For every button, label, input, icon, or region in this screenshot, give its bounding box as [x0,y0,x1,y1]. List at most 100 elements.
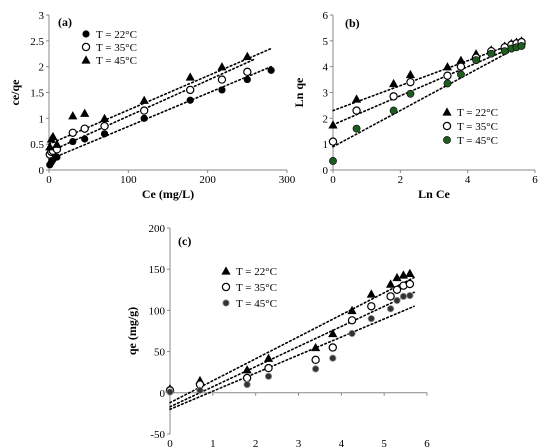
data-point [352,106,361,115]
legend-label: T = 45°C [236,298,277,310]
legend-label: T = 22°C [236,266,277,278]
data-point [457,70,465,79]
y-tick-label: 1 [323,139,329,151]
data-point [352,124,361,133]
y-axis-title: qe (mg/g) [125,307,139,355]
x-tick-label: 200 [199,174,216,186]
data-point [456,62,466,71]
y-tick-label: 50 [154,347,166,359]
y-tick-label: 1 [39,113,45,125]
data-point [386,292,395,301]
y-tick-label: 150 [149,264,166,276]
y-tick-label: 200 [149,223,166,235]
y-tick-label: 3 [39,10,45,22]
data-point [367,302,376,311]
panel-a: 0 100 200 300 0 0.5 1 1.5 2 2.5 3 Ce (mg/L) ce/qe (a)… [8,10,296,201]
data-point [264,363,273,373]
data-point [68,128,78,137]
data-point [472,56,480,65]
data-point [242,51,252,61]
data-point [81,135,89,143]
legend-label: T = 45°C [457,135,498,147]
data-point [100,121,109,131]
data-point [406,89,415,98]
x-tick-label: 0 [167,438,173,447]
trend-line [48,47,272,145]
legend-marker [221,282,231,292]
data-point [328,120,338,129]
y-tick-label: 0.5 [30,139,44,151]
y-tick-label: 2.5 [30,36,44,48]
data-point [312,365,320,373]
data-point [366,289,376,298]
data-point [389,92,398,101]
legend-label: T = 35°C [236,282,277,294]
data-point [100,130,109,138]
data-point [196,386,204,394]
data-point [68,111,78,120]
data-point [406,291,414,300]
x-tick-label: 100 [120,174,137,186]
x-tick-label: 6 [532,174,538,186]
data-point [367,315,375,323]
legend-marker [222,299,230,307]
data-point [311,355,320,365]
y-tick-label: 0 [39,165,45,177]
data-point [263,353,274,362]
x-tick-label: 4 [339,438,345,447]
data-point [328,328,338,338]
y-tick-label: 5 [323,36,329,48]
data-point [500,47,509,56]
x-tick-label: 3 [296,438,302,447]
x-tick-label: 5 [381,438,387,447]
data-point [348,329,356,338]
data-point [139,106,149,115]
y-tick-label: 3 [323,88,329,100]
y-tick-label: 100 [149,305,166,317]
x-tick-label: 0 [330,174,336,186]
data-point [405,279,415,289]
data-point [456,55,466,64]
data-point [386,305,395,313]
data-point [347,305,357,315]
data-point [243,380,251,389]
x-axis-title: Ce (mg/L) [142,187,194,201]
x-tick-label: 2 [253,438,259,447]
data-point [140,114,148,122]
data-point [218,86,226,94]
y-tick-label: 1.5 [30,88,44,100]
data-point [405,69,416,79]
data-point [242,373,252,383]
data-point [328,137,338,146]
data-point [517,42,526,50]
data-point [392,272,402,282]
legend-label: T = 22°C [457,107,498,119]
data-point [80,124,89,133]
panel-b: 0 2 4 6 0 1 2 3 4 5 6 Ln Ce Ln qe (b) T = 22°C T = 35°C… [292,10,538,201]
trend-line [169,305,415,411]
legend-label: T = 45°C [96,55,137,67]
data-point [243,67,252,77]
data-point [385,279,396,288]
y-tick-label: 4 [323,62,329,74]
legend-marker [442,121,452,131]
y-axis-title: Ln qe [292,77,306,107]
x-tick-label: 2 [398,174,404,186]
legend-marker [81,42,91,52]
data-point [443,71,452,80]
legend-marker [221,266,231,275]
y-tick-label: 0 [323,165,329,177]
x-tick-label: 4 [465,174,471,186]
data-point [351,94,362,103]
x-tick-label: 1 [210,438,216,447]
trend-line [48,65,272,161]
data-point [139,95,149,104]
legend-marker [82,30,90,38]
data-point [99,113,110,123]
data-point [487,49,496,58]
x-tick-label: 300 [279,174,296,186]
data-point [329,157,337,165]
data-point [264,372,273,380]
x-tick-label: 0 [46,174,52,186]
data-point [329,354,337,362]
